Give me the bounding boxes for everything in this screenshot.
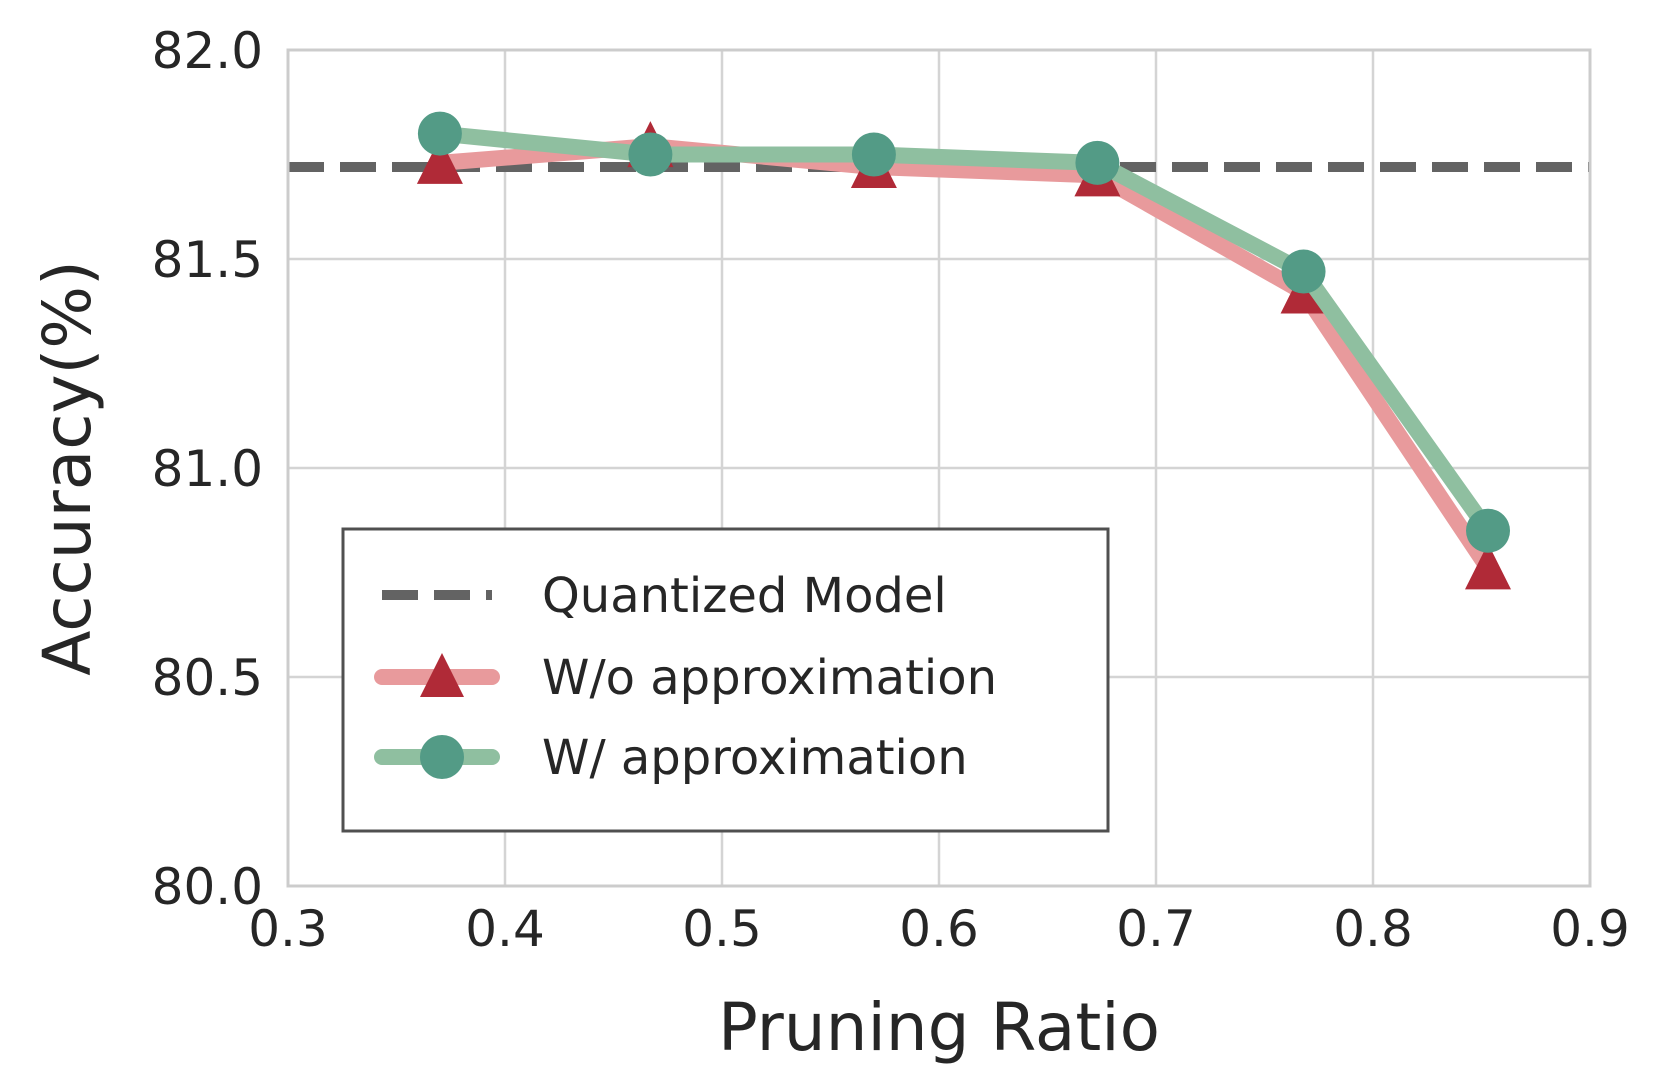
series-line <box>431 138 1496 577</box>
circle-data-point <box>628 132 673 177</box>
series-wo-approximation <box>416 121 1512 590</box>
legend-entry-w-approximation: W/ approximation <box>374 730 968 786</box>
series-w-approximation <box>417 111 1511 553</box>
plot-frame <box>286 48 1592 888</box>
x-tick-label: 0.3 <box>248 900 328 958</box>
x-tick-labels: 0.3 0.4 0.5 0.6 0.7 0.8 0.9 <box>248 900 1630 958</box>
x-tick-label: 0.7 <box>1116 900 1196 958</box>
circle-marker-icon <box>420 735 464 779</box>
x-tick-label: 0.8 <box>1333 900 1413 958</box>
y-tick-labels: 80.0 80.5 81.0 81.5 82.0 <box>152 22 263 916</box>
circle-data-point <box>1466 508 1511 553</box>
series-layer <box>416 111 1512 590</box>
x-tick-label: 0.4 <box>465 900 545 958</box>
y-tick-label: 81.0 <box>152 440 263 498</box>
legend-entry-quantized-model: Quantized Model <box>382 568 947 624</box>
circle-data-point <box>1281 249 1326 294</box>
circle-data-point <box>851 132 896 177</box>
legend-label-w-approximation: W/ approximation <box>542 730 968 786</box>
y-tick-label: 80.5 <box>152 649 263 707</box>
y-axis-label: Accuracy(%) <box>29 260 106 676</box>
x-tick-label: 0.5 <box>682 900 762 958</box>
x-tick-label: 0.9 <box>1550 900 1630 958</box>
triangle-data-point <box>416 137 463 184</box>
triangle-data-point <box>1465 543 1512 590</box>
series-line <box>431 125 1496 539</box>
legend-label-quantized-model: Quantized Model <box>542 568 947 624</box>
y-tick-label: 81.5 <box>152 231 263 289</box>
y-tick-label: 82.0 <box>152 22 263 80</box>
circle-data-point <box>417 111 462 156</box>
triangle-marker-icon <box>420 653 464 697</box>
x-axis-label: Pruning Ratio <box>718 989 1160 1066</box>
legend-entry-wo-approximation: W/o approximation <box>374 650 997 706</box>
legend-label-wo-approximation: W/o approximation <box>542 650 997 706</box>
y-tick-label: 80.0 <box>152 858 263 916</box>
legend: Quantized Model W/o approximation W/ app… <box>341 527 1110 833</box>
x-tick-label: 0.6 <box>899 900 979 958</box>
circle-data-point <box>1075 140 1120 185</box>
